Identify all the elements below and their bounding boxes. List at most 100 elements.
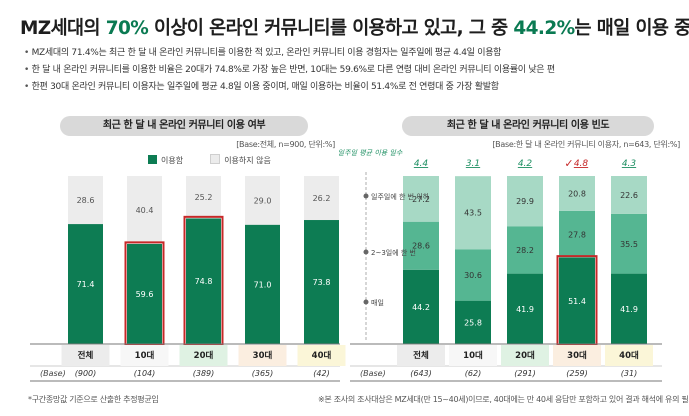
chart2-legend-daily: 매일 <box>371 298 384 307</box>
chart2-value-label: 22.6 <box>620 191 638 200</box>
chart1-category-cell <box>238 345 287 366</box>
chart2-bar-daily <box>403 269 439 344</box>
chart2-average-label: 4.8 <box>574 159 589 169</box>
chart1-base-label: (Base) <box>40 369 66 378</box>
chart2-average-label: 4.2 <box>518 159 533 169</box>
chart1-bar-not-used <box>68 176 103 225</box>
chart1-label-not-used: 29.0 <box>254 196 272 205</box>
chart1-label-not-used: 28.6 <box>77 196 95 205</box>
chart1-category-label: 20대 <box>194 350 214 361</box>
chart2-base-value: (31) <box>621 369 637 378</box>
chart2-value-label: 27.8 <box>568 230 586 239</box>
chart1-base-note: [Base:전체, n=900, 단위:%] <box>236 140 335 149</box>
chart2-category-cell <box>397 345 445 366</box>
chart2-value-label: 51.4 <box>568 297 586 306</box>
bullet-2: 한 달 내 온라인 커뮤니티를 이용한 비율은 20대가 74.8%로 가장 높… <box>24 62 556 79</box>
chart1-category-cell <box>179 345 228 366</box>
chart2-bar-weekly-or-less <box>455 176 491 250</box>
chart1-label-used: 59.6 <box>136 290 154 299</box>
chart2-category-label: 40대 <box>619 350 639 361</box>
chart2-value-label: 29.9 <box>516 197 534 206</box>
chart2-category-label: 10대 <box>463 350 483 361</box>
chart2-base-value: (643) <box>410 369 432 378</box>
chart1-bar-used <box>186 218 221 344</box>
chart2-value-label: 28.6 <box>412 242 430 251</box>
chart2-category-label: 전체 <box>413 350 429 361</box>
chart2-bar-daily <box>559 257 595 344</box>
chart2-bar-daily <box>611 273 647 344</box>
chart2-value-label: 41.9 <box>620 305 638 314</box>
chart2-value-label: 41.9 <box>516 305 534 314</box>
chart2-base-value: (291) <box>514 369 536 378</box>
chart1-bar-not-used <box>304 176 339 221</box>
chart1-base-value: (900) <box>75 369 97 378</box>
chart2-bar-every-2-3-days <box>559 210 595 258</box>
chart1-label-used: 71.0 <box>254 280 272 289</box>
chart2-legend-weekly: 일주일에 한 번 이하 <box>371 192 430 201</box>
chart2-base-note: [Base:한 달 내 온라인 커뮤니티 이용자, n=643, 단위:%] <box>492 140 680 149</box>
chart1-base-value: (365) <box>252 369 274 378</box>
chart1-bar-used <box>68 224 103 344</box>
chart2-value-label: 25.8 <box>464 318 482 327</box>
chart2-value-label: 28.2 <box>516 246 534 255</box>
summary-bullets: MZ세대의 71.4%는 최근 한 달 내 온라인 커뮤니티를 이용한 적 있고… <box>24 45 556 96</box>
bullet-3: 한편 30대 온라인 커뮤니티 이용자는 일주일에 평균 4.8일 이용 중이며… <box>24 79 555 96</box>
chart2-legend-dot <box>363 249 369 255</box>
chart2-bar-weekly-or-less <box>507 176 543 227</box>
chart2-legend-dot <box>363 299 369 305</box>
chart2-average-label: 4.3 <box>622 159 637 169</box>
chart2-legend-2-3-days: 2~3일에 한 번 <box>371 248 416 257</box>
chart1-label-used: 71.4 <box>77 280 95 289</box>
chart1-base-value: (42) <box>313 369 329 378</box>
chart1-bar-used <box>127 243 162 344</box>
chart1-bar-not-used <box>245 176 280 225</box>
chart2-base-label: (Base) <box>360 369 386 378</box>
chart1-bar-used <box>245 224 280 344</box>
chart2-title: 최근 한 달 내 온라인 커뮤니티 이용 빈도 <box>402 116 654 136</box>
chart2-category-cell <box>501 345 549 366</box>
chart1-category-label: 전체 <box>78 350 94 361</box>
chart1-base-value: (104) <box>134 369 156 378</box>
chart2-value-label: 35.5 <box>620 240 638 249</box>
chart2-category-cell <box>553 345 601 366</box>
chart2-value-label: 27.2 <box>412 195 430 204</box>
chart2-category-cell <box>449 345 497 366</box>
chart2-bar-weekly-or-less <box>611 176 647 214</box>
chart2-value-label: 30.6 <box>464 271 482 280</box>
chart1-category-label: 40대 <box>312 350 332 361</box>
chart1-bar-used <box>304 220 339 344</box>
footnote-right: ※본 조사의 조사대상은 MZ세대(만 15~40세)이므로, 40대에는 만 … <box>318 395 689 404</box>
chart1-category-cell <box>297 345 346 366</box>
chart1-label-used: 74.8 <box>195 277 213 286</box>
chart2-bar-every-2-3-days <box>611 213 647 274</box>
chart1-bar-not-used <box>186 176 221 219</box>
chart2-average-label: 4.4 <box>414 159 429 169</box>
footnote-left: *구간종망값 기준으로 산출한 추정평균임 <box>28 395 159 404</box>
legend-item-used: 이용함 <box>148 155 183 165</box>
chart1-label-not-used: 25.2 <box>195 193 213 202</box>
chart2-check-mark: ✓ <box>564 157 573 170</box>
legend-item-not-used: 이용하지 않음 <box>210 154 271 165</box>
chart2-bar-every-2-3-days <box>507 226 543 274</box>
chart2-legend-dot <box>363 193 369 199</box>
chart1-title: 최근 한 달 내 온라인 커뮤니티 이용 여부 <box>60 116 308 136</box>
chart2-value-label: 44.2 <box>412 303 430 312</box>
chart1-category-label: 10대 <box>135 350 155 361</box>
chart1-label-used: 73.8 <box>313 278 331 287</box>
chart2-category-label: 20대 <box>515 350 535 361</box>
chart2-category-label: 30대 <box>567 350 587 361</box>
chart2-bar-weekly-or-less <box>559 176 595 211</box>
chart1-base-value: (389) <box>193 369 215 378</box>
chart2-bar-weekly-or-less <box>403 176 439 222</box>
chart2-base-value: (259) <box>566 369 588 378</box>
chart1-category-label: 30대 <box>253 350 273 361</box>
chart2-average-caption: 일주일 평균 이용 일수 <box>338 149 403 157</box>
page-title: MZ세대의 70% 이상이 온라인 커뮤니티를 이용하고 있고, 그 중 44.… <box>20 18 689 39</box>
bullet-1: MZ세대의 71.4%는 최근 한 달 내 온라인 커뮤니티를 이용한 적 있고… <box>24 45 555 62</box>
chart2-average-label: 3.1 <box>466 159 480 169</box>
chart1-bar-not-used <box>127 176 162 244</box>
chart1-category-cell <box>120 345 169 366</box>
chart2-value-label: 43.5 <box>464 209 482 218</box>
chart1-legend: 이용함 이용하지 않음 <box>148 154 271 166</box>
